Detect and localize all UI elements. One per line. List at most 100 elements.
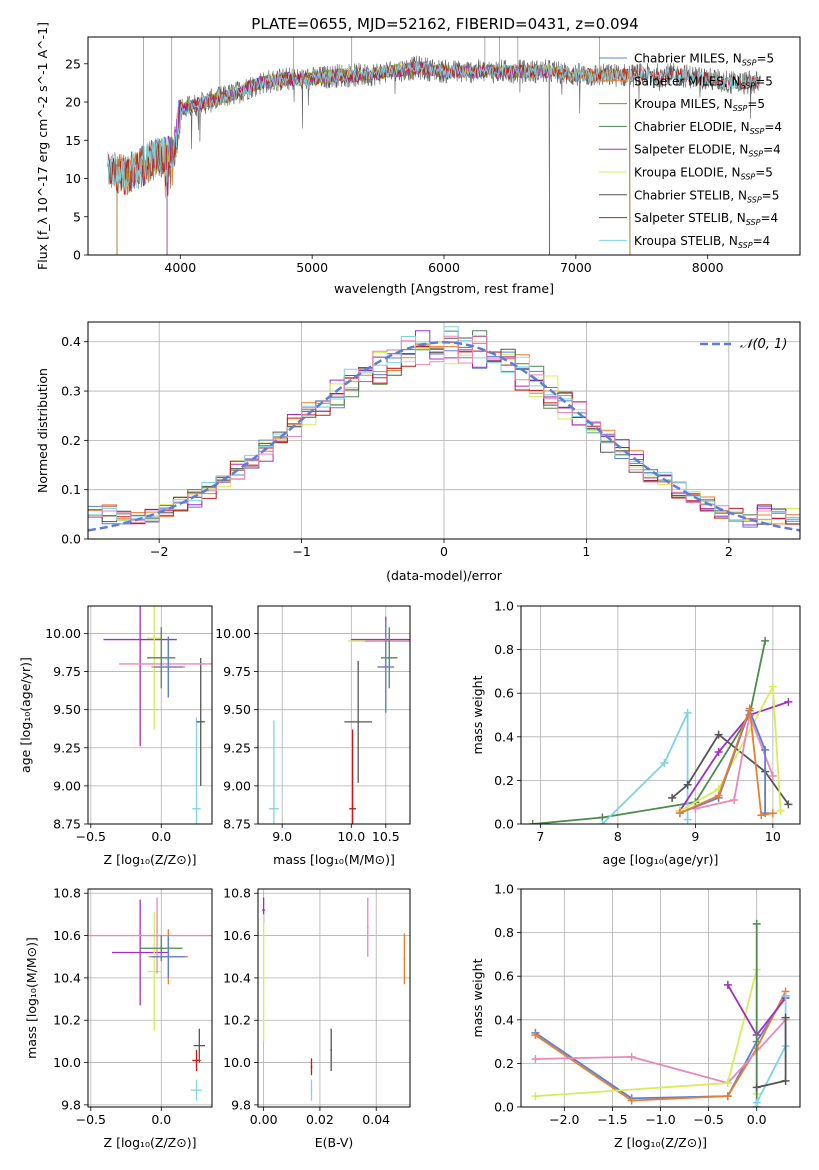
y-tick-label: 10.4 <box>223 970 251 985</box>
panel-spectrum: 4000 5000 6000 7000 8000 0 5 10 15 20 25 wavelength… <box>35 22 801 296</box>
plot-area-spectrum <box>107 37 761 255</box>
x-tick-label: 10.0 <box>337 829 365 844</box>
point-age-z-5 <box>147 627 176 689</box>
plot-area-age-vs-mass <box>269 616 410 824</box>
legend-residuals: 𝒩(0, 1) <box>700 337 787 352</box>
x-tick-label: 10.5 <box>372 829 400 844</box>
y-tick-label: 8.75 <box>53 817 81 832</box>
series-marker <box>768 682 777 691</box>
x-tick-label: 0.0 <box>151 1112 171 1127</box>
series-marker <box>531 1055 540 1064</box>
spectrum-chabrier-miles <box>116 61 631 255</box>
x-tick-label: −1.0 <box>645 1112 675 1127</box>
point-age-mass-2 <box>349 729 357 824</box>
point-mass-ebv-1 <box>262 914 266 1042</box>
series-marker <box>598 820 607 824</box>
series-marker <box>745 704 754 713</box>
x-tick-label: −0.5 <box>76 1112 106 1127</box>
y-tick-label: 10.8 <box>53 886 81 901</box>
series-marker <box>781 1013 790 1022</box>
y-tick-label: 0.1 <box>61 482 81 497</box>
point-mass-z-3 <box>111 899 169 1006</box>
legend-label: Kroupa STELIB, NSSP=4 <box>634 234 770 250</box>
series-salpeter-miles <box>675 704 777 820</box>
panel-weight-vs-age: 7 8 9 10 0.0 0.2 0.4 0.6 0.8 1.0 age [log₁₀(age/yr… <box>470 599 801 867</box>
plot-area-age-vs-Z <box>103 606 212 824</box>
y-tick-label: 10 <box>65 171 81 186</box>
series-line <box>679 701 789 812</box>
y-tick-label: 8.75 <box>223 817 251 832</box>
x-tick-label: −1.5 <box>597 1112 627 1127</box>
figure-title: PLATE=0655, MJD=52162, FIBERID=0431, z=0… <box>251 15 638 33</box>
y-tick-label: 0.8 <box>494 925 514 940</box>
series-chabrier-stelib <box>752 1013 790 1092</box>
series-marker <box>714 748 723 757</box>
axes-frame <box>257 888 411 1108</box>
y-axis-label: mass weight <box>470 675 485 754</box>
series-marker <box>752 1098 761 1107</box>
y-tick-label: 0.4 <box>61 334 81 349</box>
point-age-mass-8 <box>377 621 395 713</box>
x-tick-label: 8 <box>614 829 622 844</box>
y-tick-label: 9.50 <box>53 702 81 717</box>
y-tick-label: 10.0 <box>53 1055 81 1070</box>
x-tick-label: 6000 <box>428 260 460 275</box>
panel-residuals: −2 −1 0 1 2 0.0 0.1 0.2 0.3 0.4 (data-model)/error… <box>35 321 801 583</box>
x-axis-label: Z [log₁₀(Z/Z⊙)] <box>104 852 197 867</box>
series-kroupa-elodie <box>675 682 785 815</box>
series-marker <box>776 806 785 815</box>
plot-area-weight-vs-age <box>528 636 793 824</box>
series-marker <box>781 991 790 1000</box>
point-mass-z-5 <box>89 897 212 974</box>
series-line <box>695 711 774 810</box>
series-marker <box>714 791 723 800</box>
point-mass-ebv-6 <box>403 933 406 985</box>
legend-label: Chabrier ELODIE, NSSP=4 <box>634 120 782 136</box>
point-mass-ebv-2 <box>310 1079 313 1101</box>
legend-label: Salpeter ELODIE, NSSP=4 <box>634 143 781 159</box>
x-axis-label: Z [log₁₀(Z/Z⊙)] <box>614 1135 707 1150</box>
series-marker <box>723 1079 732 1088</box>
y-axis-label: mass [log₁₀(M/M⊙)] <box>24 937 39 1059</box>
series-marker <box>683 815 692 824</box>
series-marker <box>761 745 770 754</box>
x-tick-label: 0 <box>440 544 448 559</box>
point-age-z-3 <box>147 606 162 730</box>
series-marker <box>531 1031 540 1040</box>
axes-frame <box>520 605 801 825</box>
y-tick-label: 10.00 <box>45 626 81 641</box>
panel-mass-vs-Z: −0.5 0.0 9.8 10.0 10.2 10.4 10.6 10.8 Z [log₁₀(Z… <box>24 886 213 1150</box>
y-axis-label: Flux [f_λ 10^-17 erg cm^-2 s^-1 A^-1] <box>35 22 50 270</box>
x-tick-label: 7 <box>536 829 544 844</box>
y-tick-label: 0.6 <box>494 686 514 701</box>
x-tick-label: 4000 <box>164 260 196 275</box>
legend-label: Salpeter MILES, NSSP=5 <box>634 74 773 90</box>
y-tick-label: 0.2 <box>494 1056 514 1071</box>
y-tick-label: 9.50 <box>223 702 251 717</box>
series-marker <box>784 800 793 809</box>
point-age-mass-0 <box>269 720 279 824</box>
x-tick-label: 5000 <box>296 260 328 275</box>
x-tick-label: −2.0 <box>549 1112 579 1127</box>
x-tick-label: 1 <box>582 544 590 559</box>
series-marker <box>660 758 669 767</box>
y-tick-label: 0.3 <box>61 384 81 399</box>
point-mass-z-4 <box>147 912 162 1031</box>
x-tick-label: −1 <box>292 544 310 559</box>
x-axis-label: mass [log₁₀(M/M⊙)] <box>273 852 395 867</box>
y-tick-label: 1.0 <box>494 882 514 897</box>
panel-age-vs-mass: 9.0 10.0 10.5 8.75 9.00 9.25 9.50 9.75 10.00 mass… <box>215 605 411 867</box>
series-marker <box>723 980 732 989</box>
x-tick-label: 8000 <box>692 260 724 275</box>
series-marker <box>784 697 793 706</box>
y-tick-label: 0.4 <box>494 729 514 744</box>
y-tick-label: 9.8 <box>231 1097 251 1112</box>
series-marker <box>757 811 766 820</box>
series-kroupa-elodie <box>531 965 761 1101</box>
series-line <box>535 969 758 1097</box>
series-kroupa-stelib <box>598 708 692 824</box>
x-tick-label: 0.04 <box>362 1112 390 1127</box>
point-mass-ebv-4 <box>330 1028 333 1072</box>
y-tick-label: 9.75 <box>53 664 81 679</box>
panel-mass-vs-ebv: 0.00 0.02 0.04 9.8 10.0 10.2 10.4 10.6 10.8 E(B-V… <box>223 886 411 1150</box>
